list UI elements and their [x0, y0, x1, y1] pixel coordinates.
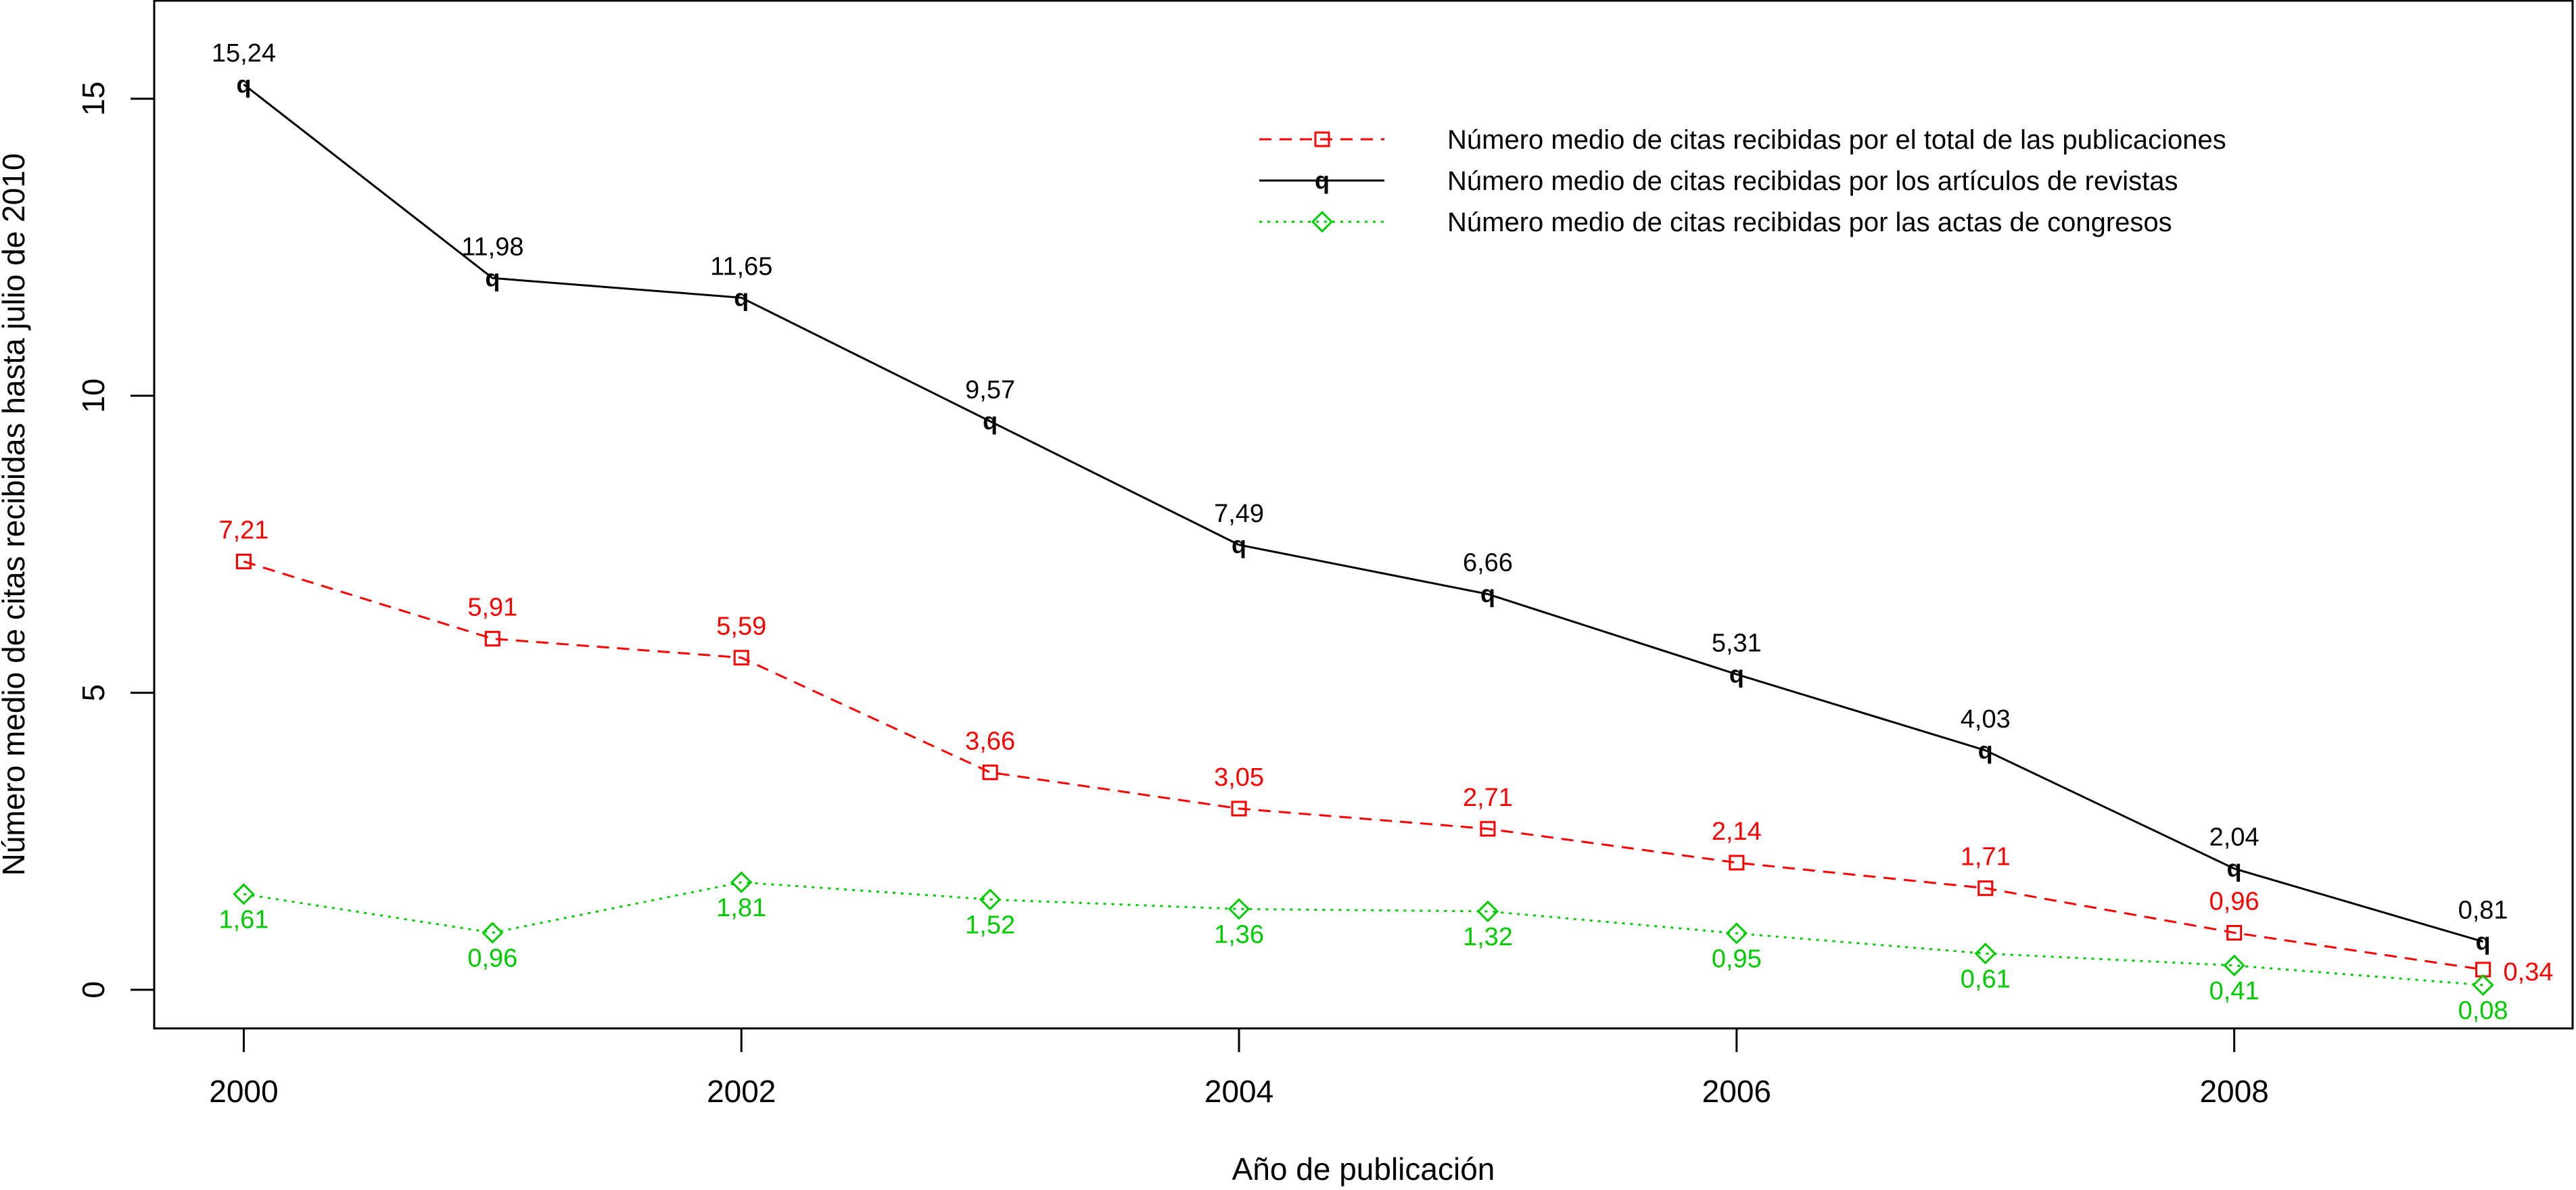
- series-revistas: q15,24q11,98q11,65q9,57q7,49q6,66q5,31q4…: [212, 39, 2508, 955]
- data-point-revistas: q: [734, 283, 749, 311]
- data-point-total: [2226, 925, 2243, 941]
- data-point-revistas: q: [1729, 660, 1744, 688]
- data-point-total: [1480, 821, 1496, 837]
- data-label-total: 7,21: [218, 516, 268, 544]
- x-tick-label: 2002: [707, 1074, 776, 1109]
- x-tick-label: 2008: [2199, 1074, 2268, 1109]
- data-point-congresos: [233, 883, 255, 905]
- y-axis: 0 5 10 15: [76, 81, 156, 999]
- x-tick-label: 2004: [1204, 1074, 1273, 1109]
- x-tick-label: 2000: [209, 1074, 278, 1109]
- data-label-revistas: 6,66: [1463, 549, 1513, 577]
- data-point-congresos: [1725, 922, 1748, 945]
- data-label-congresos: 1,32: [1463, 923, 1513, 951]
- data-point-revistas: q: [236, 70, 251, 98]
- legend: Número medio de citas recibidas por el t…: [1259, 125, 2226, 237]
- data-point-congresos: [1227, 898, 1250, 920]
- y-tick-label: 10: [76, 379, 111, 413]
- data-label-congresos: 0,96: [467, 945, 517, 973]
- legend-marker-congresos: [1311, 210, 1334, 233]
- y-axis-title: Número medio de citas recibidas hasta ju…: [0, 153, 31, 876]
- data-label-total: 1,71: [1961, 843, 2011, 872]
- data-label-total: 3,66: [965, 727, 1015, 755]
- series-congresos: 1,61 0,96 1,81 1,52 1,36 1,32 0,95 0,61 0,41 0,08: [218, 871, 2508, 1025]
- x-axis: 2000 2002 2004 2006 2008: [209, 1027, 2269, 1109]
- data-label-total: 5,91: [467, 594, 517, 622]
- data-label-congresos: 1,52: [965, 911, 1015, 939]
- data-label-revistas: 0,81: [2458, 897, 2508, 925]
- data-label-revistas: 7,49: [1214, 500, 1264, 528]
- series-total: 7,21 5,91 5,59 3,66 3,05 2,71 2,14 1,71 0,96 0,34: [218, 516, 2553, 986]
- data-point-revistas: q: [2227, 855, 2242, 882]
- data-point-total: [733, 650, 749, 666]
- data-point-congresos: [482, 922, 504, 944]
- data-label-congresos: 0,08: [2458, 997, 2508, 1025]
- data-point-revistas: q: [2476, 928, 2491, 955]
- data-label-congresos: 0,61: [1961, 965, 2011, 993]
- data-point-revistas: q: [1978, 736, 1993, 764]
- data-point-revistas: q: [983, 407, 998, 435]
- data-point-revistas: q: [485, 264, 500, 291]
- data-point-total: [982, 764, 998, 780]
- legend-label-congresos: Número medio de citas recibidas por las …: [1447, 208, 2172, 237]
- data-point-total: [1977, 880, 1994, 897]
- data-point-total: [1231, 801, 1247, 817]
- data-label-congresos: 0,41: [2209, 977, 2259, 1005]
- y-tick-label: 0: [76, 981, 111, 999]
- x-tick-label: 2006: [1702, 1074, 1771, 1109]
- data-label-revistas: 15,24: [212, 39, 276, 68]
- data-point-revistas: q: [1480, 580, 1495, 608]
- data-point-congresos: [1974, 943, 1996, 965]
- data-point-total: [484, 631, 500, 647]
- data-point-congresos: [2223, 954, 2245, 976]
- data-label-total: 2,14: [1712, 817, 1762, 846]
- data-point-total: [235, 553, 252, 569]
- legend-label-revistas: Número medio de citas recibidas por los …: [1447, 166, 2178, 196]
- data-label-total: 5,59: [716, 613, 766, 641]
- legend-label-total: Número medio de citas recibidas por el t…: [1447, 125, 2226, 155]
- data-label-revistas: 5,31: [1712, 629, 1762, 657]
- data-label-congresos: 0,95: [1712, 945, 1762, 973]
- legend-marker-total: [1314, 131, 1330, 147]
- data-label-revistas: 2,04: [2209, 824, 2259, 852]
- data-label-congresos: 1,81: [716, 894, 766, 922]
- y-tick-label: 5: [76, 684, 111, 702]
- data-label-revistas: 4,03: [1961, 705, 2011, 734]
- data-point-congresos: [979, 888, 1002, 911]
- data-point-revistas: q: [1232, 531, 1246, 558]
- data-label-revistas: 11,65: [710, 252, 772, 281]
- series-line-congresos: [243, 881, 2483, 986]
- x-axis-title: Año de publicación: [1232, 1151, 1495, 1187]
- data-label-total: 3,05: [1214, 763, 1264, 792]
- series-line-revistas: [243, 83, 2484, 943]
- data-label-total: 0,96: [2209, 888, 2259, 916]
- data-point-total: [1729, 855, 1745, 871]
- data-point-congresos: [730, 871, 753, 893]
- data-label-total: 2,71: [1463, 784, 1513, 812]
- data-point-congresos: [2472, 974, 2494, 996]
- data-label-congresos: 1,61: [218, 905, 268, 934]
- data-label-congresos: 1,36: [1214, 920, 1264, 949]
- plot-frame: [153, 0, 2574, 1030]
- y-tick-label: 15: [76, 81, 111, 116]
- data-point-congresos: [1476, 900, 1499, 923]
- legend-marker-revistas: q: [1315, 166, 1330, 194]
- series-line-total: [243, 560, 2483, 971]
- data-label-total: 0,34: [2504, 958, 2554, 986]
- data-label-revistas: 9,57: [965, 376, 1015, 404]
- series-layer: 7,21 5,91 5,59 3,66 3,05 2,71 2,14 1,71 0,96 0,34…: [212, 39, 2554, 1025]
- data-label-revistas: 11,98: [461, 233, 523, 261]
